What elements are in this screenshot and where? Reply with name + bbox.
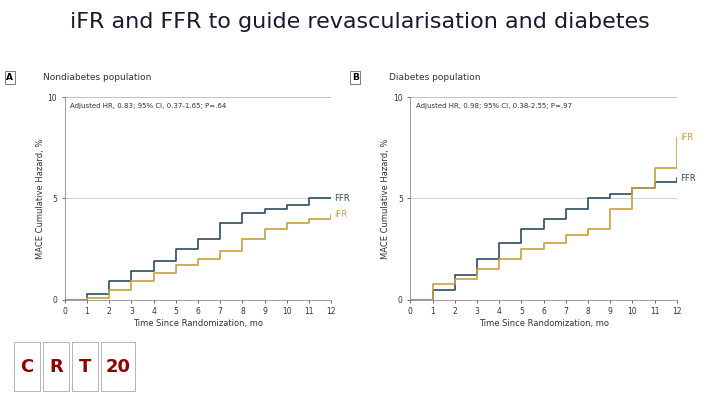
FancyBboxPatch shape bbox=[101, 342, 135, 391]
Text: online.org: online.org bbox=[642, 357, 711, 371]
Text: iFR and FFR to guide revascularisation and diabetes: iFR and FFR to guide revascularisation a… bbox=[70, 12, 650, 32]
Text: Lee JM et al JAMA Cardiol. 2019. doi: 10.1001/jamacardio.2019.2298: Lee JM et al JAMA Cardiol. 2019. doi: 10… bbox=[206, 364, 514, 373]
Y-axis label: MACE Cumulative Hazard, %: MACE Cumulative Hazard, % bbox=[382, 138, 390, 259]
Text: Adjusted HR, 0.98; 95% CI, 0.38-2.55; P=.97: Adjusted HR, 0.98; 95% CI, 0.38-2.55; P=… bbox=[415, 103, 572, 109]
Text: CRT: CRT bbox=[610, 355, 649, 373]
Y-axis label: MACE Cumulative Hazard, %: MACE Cumulative Hazard, % bbox=[36, 138, 45, 259]
Text: A: A bbox=[6, 73, 13, 82]
X-axis label: Time Since Randomization, mo: Time Since Randomization, mo bbox=[133, 319, 263, 328]
FancyBboxPatch shape bbox=[72, 342, 98, 391]
Text: iFR: iFR bbox=[680, 133, 693, 142]
Text: Nondiabetes population: Nondiabetes population bbox=[43, 73, 152, 82]
Text: FFR: FFR bbox=[680, 174, 696, 183]
FancyBboxPatch shape bbox=[14, 342, 40, 391]
FancyBboxPatch shape bbox=[43, 342, 69, 391]
Text: T: T bbox=[78, 358, 91, 376]
Text: C: C bbox=[20, 358, 34, 376]
Text: iFR: iFR bbox=[335, 210, 348, 219]
Text: FFR: FFR bbox=[335, 194, 350, 203]
Text: Diabetes population: Diabetes population bbox=[389, 73, 480, 82]
Text: R: R bbox=[49, 358, 63, 376]
X-axis label: Time Since Randomization, mo: Time Since Randomization, mo bbox=[479, 319, 608, 328]
Text: Adjusted HR, 0.83; 95% CI, 0.37-1.65; P=.64: Adjusted HR, 0.83; 95% CI, 0.37-1.65; P=… bbox=[70, 103, 226, 109]
Text: B: B bbox=[352, 73, 359, 82]
Text: 20: 20 bbox=[106, 358, 130, 376]
